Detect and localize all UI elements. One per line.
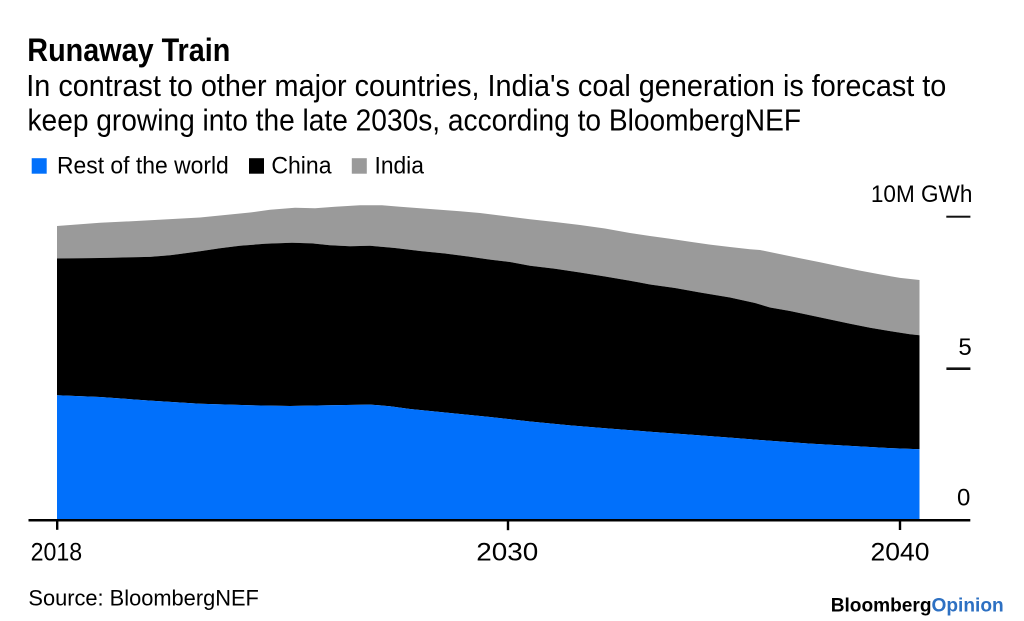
- svg-text:Runaway Train: Runaway Train: [27, 32, 230, 68]
- svg-text:0: 0: [957, 485, 970, 512]
- svg-text:2018: 2018: [31, 539, 83, 567]
- svg-text:Source: BloombergNEF: Source: BloombergNEF: [28, 585, 259, 610]
- svg-text:China: China: [271, 153, 332, 180]
- svg-text:BloombergOpinion: BloombergOpinion: [831, 595, 1004, 617]
- svg-text:India: India: [375, 153, 425, 180]
- svg-text:2040: 2040: [871, 539, 930, 567]
- svg-text:keep growing into the late 203: keep growing into the late 2030s, accord…: [28, 102, 802, 137]
- svg-text:2030: 2030: [476, 539, 538, 567]
- svg-text:5: 5: [958, 334, 971, 361]
- svg-text:10M GWh: 10M GWh: [871, 181, 973, 208]
- svg-text:In contrast to other major cou: In contrast to other major countries, In…: [26, 68, 946, 103]
- svg-text:Rest of the world: Rest of the world: [57, 153, 229, 180]
